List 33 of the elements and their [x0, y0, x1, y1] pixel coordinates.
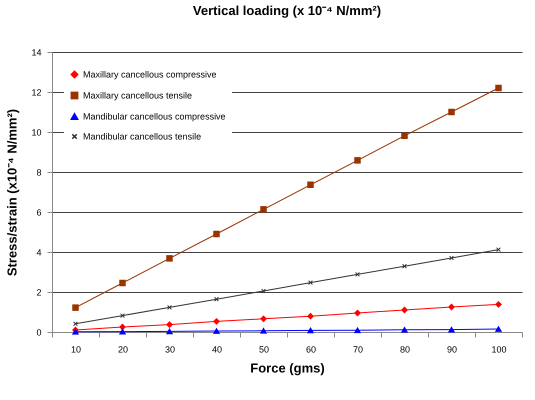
x-axis-title: Force (gms) [250, 360, 325, 376]
legend-label: Maxillary cancellous tensile [83, 90, 192, 100]
y-axis-title: Stress/strain (x10⁻⁴ N/mm²) [4, 108, 20, 276]
point [308, 280, 313, 286]
x-tick-label: 90 [446, 344, 458, 354]
point [402, 264, 407, 269]
x-tick-label: 40 [212, 344, 222, 354]
y-tick-label: 8 [36, 168, 42, 178]
point [167, 304, 172, 310]
x-tick-label: 100 [491, 344, 507, 354]
x-tick-label: 70 [352, 344, 364, 354]
legend-label: Mandibular cancellous tensile [83, 132, 202, 142]
y-tick-label: 4 [36, 248, 42, 258]
y-tick-label: 6 [36, 208, 42, 218]
y-tick-label: 14 [31, 48, 42, 58]
point [214, 296, 219, 302]
chart-title: Vertical loading (x 10⁻⁴ N/mm²) [192, 3, 382, 18]
legend-label: Maxillary cancellous compressive [83, 70, 217, 80]
y-tick-label: 10 [31, 128, 42, 138]
x-tick-label: 30 [164, 344, 176, 354]
point [261, 288, 266, 294]
point [120, 313, 125, 318]
x-tick-label: 60 [306, 344, 316, 354]
legend-label: Mandibular cancellous compressive [83, 112, 226, 122]
x-tick-label: 50 [258, 344, 270, 354]
y-tick-label: 0 [36, 328, 42, 338]
x-tick-label: 10 [70, 344, 82, 354]
point [449, 256, 454, 260]
point [355, 272, 360, 277]
x-tick-label: 20 [118, 344, 128, 354]
y-tick-label: 12 [31, 88, 42, 98]
y-tick-label: 2 [36, 288, 42, 298]
x-tick-label: 80 [400, 344, 410, 354]
